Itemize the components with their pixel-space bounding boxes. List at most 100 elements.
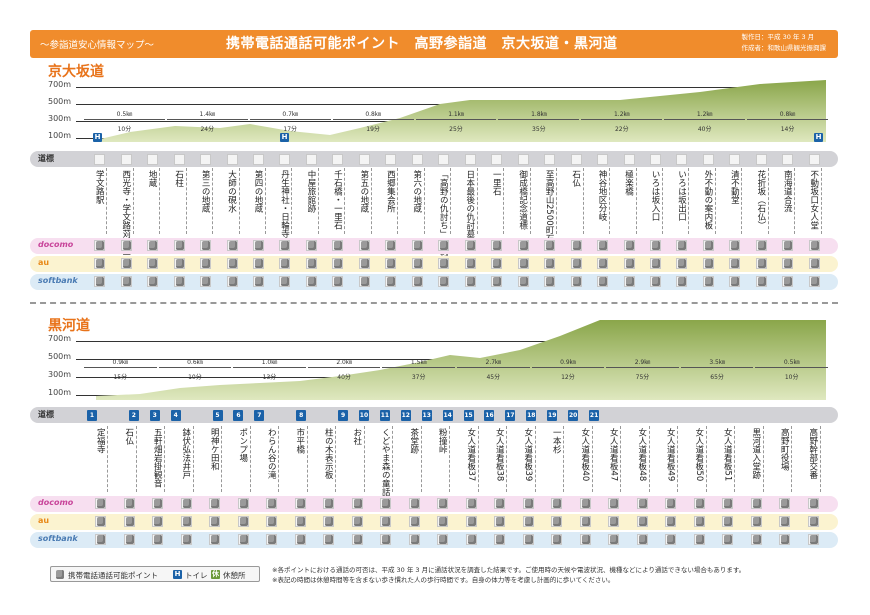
signal-cell xyxy=(180,498,192,509)
signal-cell xyxy=(358,276,370,287)
segment: 0.9㎞ 15分 xyxy=(84,357,157,381)
signal-cell xyxy=(385,240,397,251)
signpost-cell xyxy=(676,154,688,165)
column-divider xyxy=(265,168,267,234)
point-label: 極楽橋 xyxy=(623,170,634,196)
column-divider xyxy=(423,168,425,234)
phone-icon xyxy=(202,277,211,286)
signal-cell xyxy=(649,240,661,251)
signal-cell xyxy=(180,516,192,527)
signal-cell xyxy=(494,516,506,527)
column-divider xyxy=(582,168,584,234)
legend: 携帯電話通話可能ポイント H トイレ 休 休憩所 xyxy=(50,566,260,582)
phone-icon xyxy=(519,241,528,250)
segment: 2.0㎞ 40分 xyxy=(307,357,381,381)
signal-cell xyxy=(517,276,529,287)
phone-icon xyxy=(439,517,448,526)
signal-cell xyxy=(665,498,677,509)
point-label: 粉撞峠 xyxy=(437,428,448,454)
signal-cell xyxy=(782,240,794,251)
signal-cell xyxy=(123,516,135,527)
signal-cell xyxy=(209,498,221,509)
signal-cell xyxy=(755,276,767,287)
point-label: 茶堂跡 xyxy=(408,428,419,454)
phone-icon xyxy=(553,499,562,508)
row-label: au xyxy=(38,516,50,525)
signpost-cell xyxy=(279,154,291,165)
signal-cell xyxy=(750,498,762,509)
column-divider xyxy=(762,426,764,492)
phone-icon xyxy=(678,241,687,250)
phone-icon xyxy=(781,499,790,508)
signal-cell xyxy=(544,276,556,287)
phone-icon xyxy=(440,241,449,250)
notes: ※各ポイントにおける通話の可否は、平成 30 年 3 月に通話状況を調査した結果… xyxy=(272,565,745,585)
signal-cell xyxy=(173,240,185,251)
signpost-cell xyxy=(438,154,450,165)
row-au-kuro: au xyxy=(30,514,838,530)
segment: 1.0㎞ 13分 xyxy=(233,357,306,381)
signal-cell xyxy=(464,276,476,287)
signal-cell xyxy=(649,276,661,287)
signal-cell xyxy=(123,534,135,545)
segment-line xyxy=(332,119,414,120)
point-label: 第六の地蔵 xyxy=(411,170,422,213)
marker-badge: 2 xyxy=(128,410,139,421)
signal-cell xyxy=(123,498,135,509)
phone-icon xyxy=(122,259,131,268)
segment-line xyxy=(457,367,530,368)
phone-icon xyxy=(154,517,163,526)
phone-icon xyxy=(784,277,793,286)
signal-cell xyxy=(266,516,278,527)
phone-icon xyxy=(307,241,316,250)
signal-cell xyxy=(722,498,734,509)
column-divider xyxy=(609,168,611,234)
alt-label: 700m xyxy=(48,80,72,89)
signal-cell xyxy=(693,534,705,545)
phone-icon xyxy=(175,241,184,250)
signal-cell xyxy=(465,534,477,545)
signal-cell xyxy=(385,258,397,269)
phone-icon xyxy=(610,535,619,544)
segment-distance: 3.5㎞ xyxy=(709,359,725,366)
phone-icon xyxy=(467,517,476,526)
phone-icon xyxy=(281,277,290,286)
phone-icon xyxy=(496,499,505,508)
phone-icon xyxy=(553,517,562,526)
phone-icon xyxy=(97,499,106,508)
signal-cell xyxy=(702,258,714,269)
alt-label: 100m xyxy=(48,131,72,140)
phone-icon xyxy=(625,277,634,286)
segment-line xyxy=(755,367,828,368)
point-label: 五軒畑岩掛観音 xyxy=(152,428,163,488)
marker-badge: 16 xyxy=(484,410,495,421)
signal-cell xyxy=(173,276,185,287)
phone-icon xyxy=(387,277,396,286)
signal-cell xyxy=(305,276,317,287)
signal-cell xyxy=(623,276,635,287)
signal-cell xyxy=(279,240,291,251)
segment-time: 37分 xyxy=(411,374,426,381)
signpost-cell xyxy=(517,154,529,165)
signal-cell xyxy=(551,534,563,545)
signal-cell xyxy=(358,240,370,251)
signal-cell xyxy=(579,534,591,545)
phone-icon xyxy=(638,517,647,526)
signal-cell xyxy=(237,516,249,527)
marker-badge: 1 xyxy=(87,410,97,421)
phone-icon xyxy=(731,277,740,286)
signal-cell xyxy=(180,534,192,545)
signal-cell xyxy=(120,240,132,251)
signal-cell xyxy=(676,276,688,287)
segment: 0.5㎞ 10分 xyxy=(755,357,828,381)
phone-icon xyxy=(651,259,660,268)
signpost-cell xyxy=(623,154,635,165)
segment: 0.6㎞ 10分 xyxy=(158,357,232,381)
phone-icon xyxy=(678,277,687,286)
signal-cell xyxy=(522,534,534,545)
signal-cell xyxy=(323,534,335,545)
phone-icon xyxy=(493,241,502,250)
signal-cell xyxy=(676,258,688,269)
phone-icon xyxy=(810,259,819,268)
